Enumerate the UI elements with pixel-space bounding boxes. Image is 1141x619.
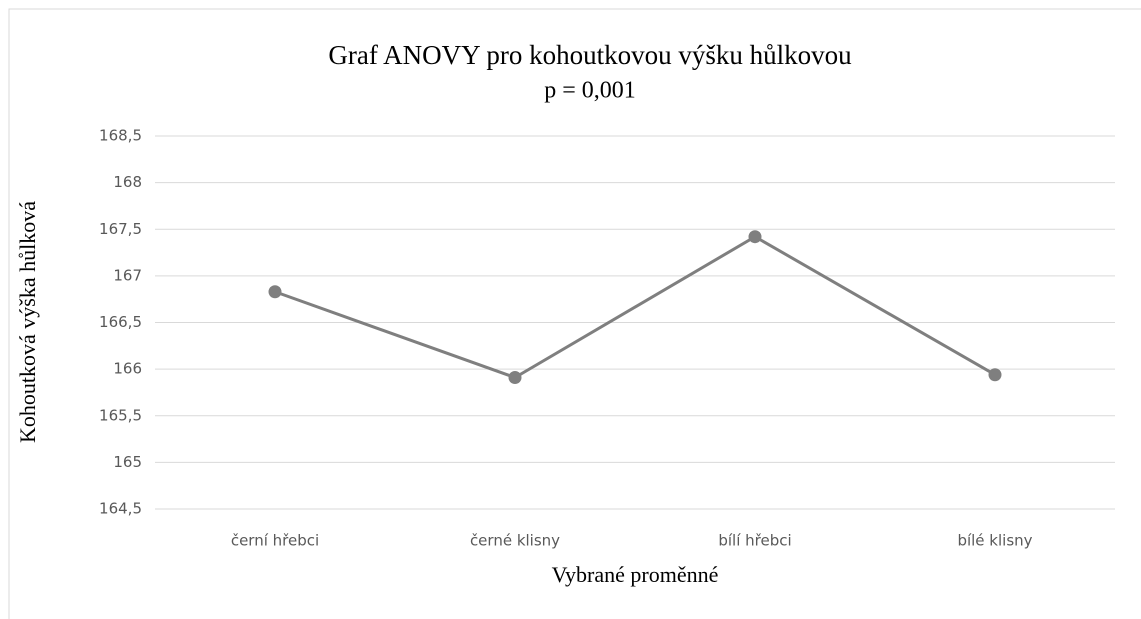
- x-tick-label: bílé klisny: [957, 532, 1032, 550]
- x-axis-title: Vybrané proměnné: [552, 562, 719, 587]
- y-tick-label: 168: [113, 173, 142, 191]
- y-tick-label: 167: [113, 266, 142, 284]
- x-tick-label: bílí hřebci: [718, 532, 791, 550]
- y-tick-label: 166,5: [99, 313, 142, 331]
- point: [508, 371, 522, 385]
- y-tick-label: 167,5: [99, 220, 142, 238]
- y-tick-label: 168,5: [99, 127, 142, 145]
- x-tick-label: černí hřebci: [231, 532, 319, 550]
- line: [274, 234, 996, 380]
- chart-subtitle: p = 0,001: [544, 78, 636, 104]
- y-tick-label: 166: [113, 360, 142, 378]
- chart-frame: [8, 8, 1141, 619]
- point: [268, 285, 282, 299]
- x-tick-label: černé klisny: [470, 532, 560, 550]
- y-axis-title: Kohoutková výška hůlková: [15, 201, 40, 443]
- y-tick-label: 165: [113, 453, 142, 471]
- y-tick-label: 165,5: [99, 406, 142, 424]
- point: [988, 368, 1002, 382]
- y-tick-label: 164,5: [99, 500, 142, 518]
- chart-title: Graf ANOVY pro kohoutkovou výšku hůlkovo…: [328, 40, 852, 70]
- point: [748, 230, 762, 244]
